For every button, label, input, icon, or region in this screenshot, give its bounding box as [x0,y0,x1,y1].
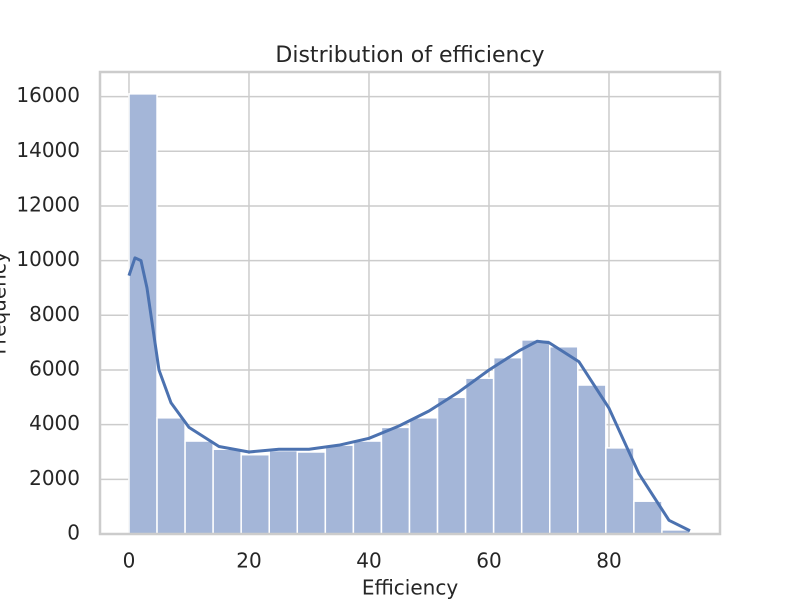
x-tick-label: 0 [123,549,136,573]
bar [520,339,551,535]
x-tick-label: 60 [476,549,501,573]
plot-frame [98,70,722,536]
x-axis-label: Efficiency [362,576,459,600]
bar [212,448,242,535]
bar [156,417,186,535]
bar [128,93,158,535]
y-tick-label: 0 [67,521,80,545]
bar [605,447,635,535]
bar [324,444,355,535]
y-tick-label: 4000 [29,411,80,435]
bar [577,384,607,535]
y-tick-label: 10000 [16,247,80,271]
chart-title: Distribution of efficiency [275,43,544,68]
y-tick-label: 14000 [16,138,80,162]
bar [184,440,214,535]
bar [464,377,495,535]
bar [240,453,270,535]
bar [492,356,523,535]
bar [436,396,467,535]
bar [408,417,439,535]
y-tick-label: 12000 [16,192,80,216]
x-tick-label: 80 [596,549,621,573]
x-tick-label: 40 [356,549,381,573]
bar [352,440,383,535]
kde-line [127,256,691,533]
y-axis-label: Frequency [0,251,11,354]
y-tick-label: 16000 [16,83,80,107]
bar [633,500,663,535]
bar [548,345,579,535]
y-tick-label: 8000 [29,302,80,326]
bar [268,449,299,535]
bar [380,426,411,535]
x-tick-label: 20 [236,549,261,573]
y-tick-label: 2000 [29,466,80,490]
bar [296,451,327,535]
y-tick-label: 6000 [29,356,80,380]
